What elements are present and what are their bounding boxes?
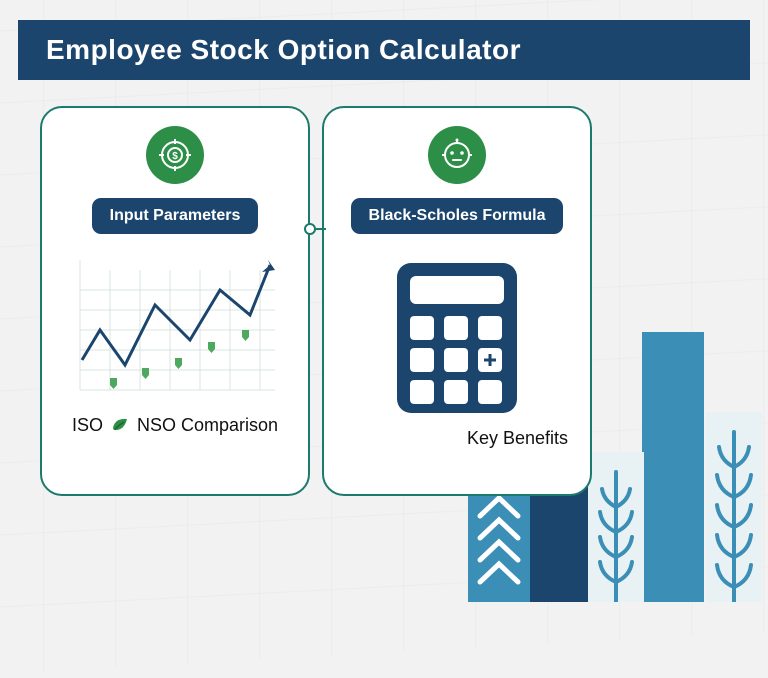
calculator-icon bbox=[382, 258, 532, 418]
page-title: Employee Stock Option Calculator bbox=[46, 34, 722, 66]
nso-label: NSO Comparison bbox=[137, 415, 278, 436]
target-dollar-icon: $ bbox=[146, 126, 204, 184]
title-bar: Employee Stock Option Calculator bbox=[18, 20, 750, 80]
pill-input-parameters: Input Parameters bbox=[92, 198, 259, 234]
card2-footer: Key Benefits bbox=[467, 428, 574, 449]
cards-row: $ Input Parameters bbox=[0, 80, 768, 496]
svg-text:$: $ bbox=[172, 151, 178, 162]
pill-black-scholes: Black-Scholes Formula bbox=[351, 198, 564, 234]
line-chart bbox=[70, 250, 280, 400]
card-connector-dot bbox=[304, 223, 316, 235]
card1-footer: ISO NSO Comparison bbox=[72, 414, 278, 436]
iso-label: ISO bbox=[72, 415, 103, 436]
card-input-parameters: $ Input Parameters bbox=[40, 106, 310, 496]
leaf-icon bbox=[109, 414, 131, 436]
card-black-scholes: Black-Scholes Formula Key Benefits bbox=[322, 106, 592, 496]
key-benefits-label: Key Benefits bbox=[467, 428, 568, 449]
face-icon bbox=[428, 126, 486, 184]
